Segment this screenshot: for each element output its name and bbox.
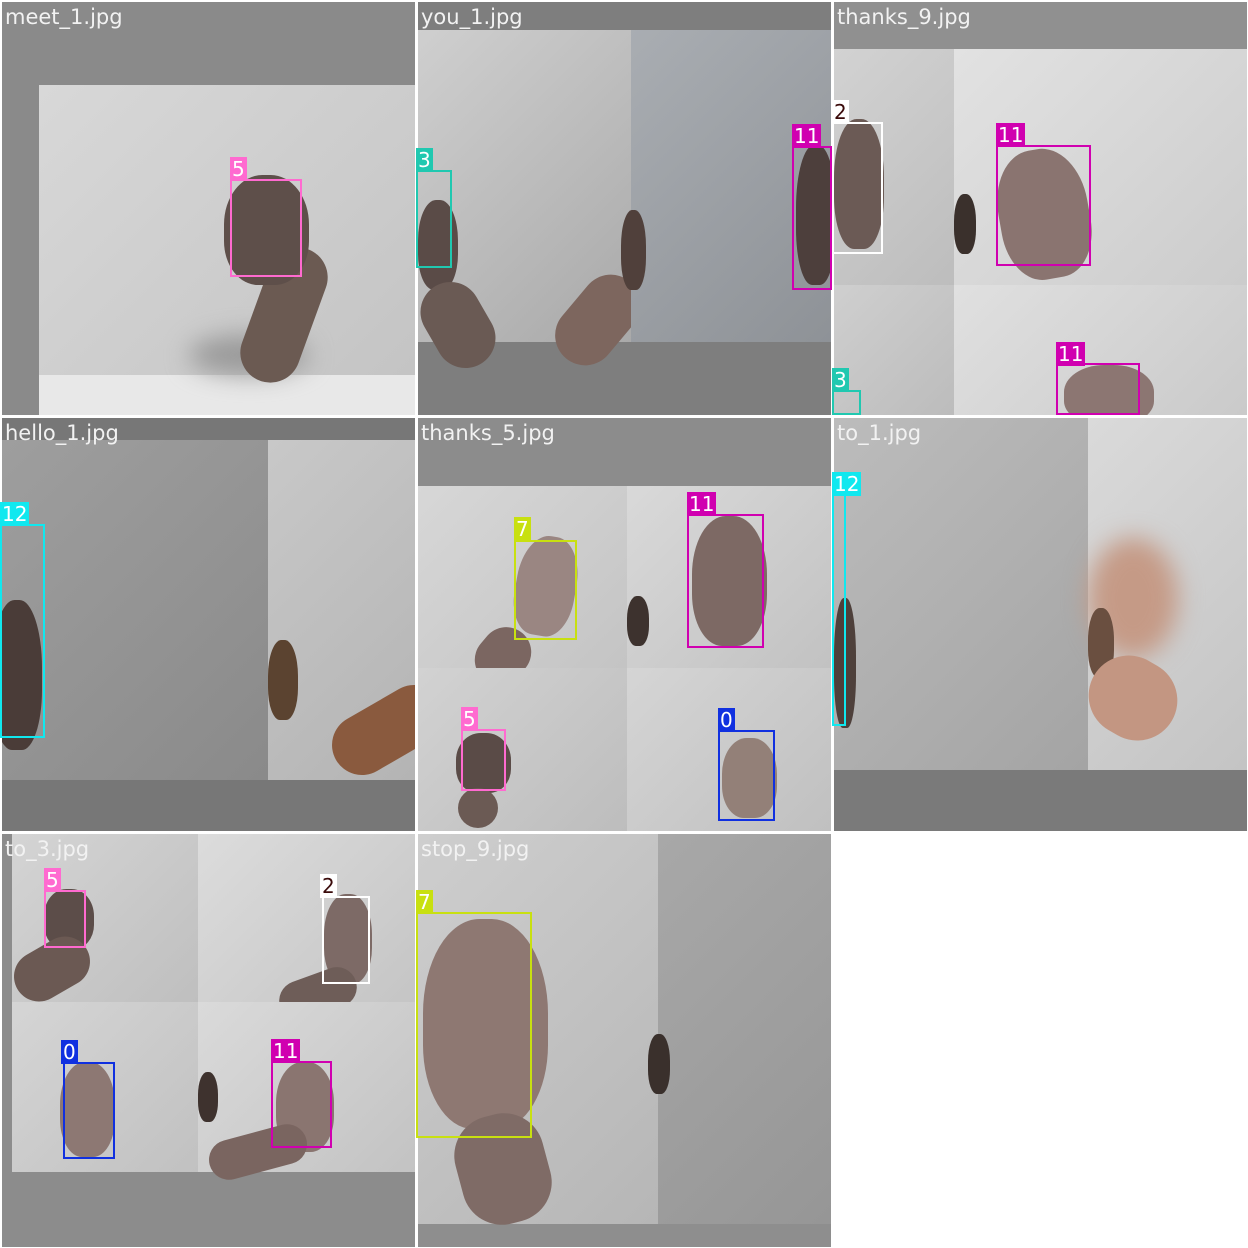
tile-filename: thanks_9.jpg: [837, 5, 971, 29]
tile-filename: stop_9.jpg: [421, 837, 530, 861]
photo: [621, 30, 831, 342]
photo: [627, 486, 831, 668]
photo: [268, 440, 415, 786]
class-tag: 11: [792, 124, 822, 148]
class-tag: 11: [271, 1039, 301, 1063]
bounding-box: [416, 170, 452, 268]
bounding-box: [1056, 363, 1140, 415]
tile-thanks-9: [834, 2, 1247, 415]
class-tag: 5: [230, 157, 247, 181]
tile-to-3: [2, 834, 415, 1247]
class-tag: 12: [832, 472, 862, 496]
class-tag: 12: [0, 502, 30, 526]
bounding-box: [792, 146, 832, 290]
tile-filename: meet_1.jpg: [5, 5, 123, 29]
class-tag: 0: [718, 708, 735, 732]
photo: [954, 285, 1247, 415]
bounding-box: [44, 890, 86, 948]
tile-thanks-5: [418, 418, 831, 831]
photo: [4, 834, 198, 1011]
photo: [418, 486, 627, 696]
bounding-box: [0, 524, 45, 738]
class-tag: 7: [514, 517, 531, 541]
tile-filename: hello_1.jpg: [5, 421, 119, 445]
class-tag: 11: [1056, 342, 1086, 366]
bounding-box: [996, 145, 1091, 266]
bounding-box: [322, 896, 370, 984]
tile-to-1: [834, 418, 1247, 831]
photo: [418, 834, 658, 1234]
class-tag: 0: [61, 1040, 78, 1064]
tile-hello-1: [2, 418, 415, 831]
bounding-box: [832, 122, 883, 254]
class-tag: 3: [416, 148, 433, 172]
tile-filename: thanks_5.jpg: [421, 421, 555, 445]
class-tag: 2: [320, 874, 337, 898]
tile-filename: to_1.jpg: [837, 421, 922, 445]
bounding-box: [832, 494, 846, 726]
bounding-box: [63, 1062, 115, 1159]
class-tag: 5: [461, 707, 478, 731]
photo: [1074, 418, 1247, 770]
tile-filename: to_3.jpg: [5, 837, 90, 861]
photo: [198, 1002, 415, 1185]
bounding-box: [271, 1061, 332, 1148]
bounding-box: [687, 514, 764, 648]
class-tag: 3: [832, 368, 849, 392]
photo: [834, 418, 1088, 770]
tile-you-1: [418, 2, 831, 415]
bounding-box: [718, 730, 775, 821]
photo: [12, 1002, 198, 1172]
photo: [627, 668, 831, 831]
bounding-box: [461, 729, 506, 791]
photo: [834, 49, 954, 285]
class-tag: 7: [416, 890, 433, 914]
photo: [648, 834, 831, 1224]
photo: [834, 285, 954, 415]
tile-stop-9: [418, 834, 831, 1247]
photo: [2, 440, 268, 780]
tile-meet-1: [2, 2, 415, 415]
photo: [954, 49, 1247, 286]
photo: [418, 668, 627, 831]
bounding-box: [832, 390, 861, 415]
bounding-box: [416, 912, 532, 1138]
class-tag: 2: [832, 100, 849, 124]
class-tag: 11: [996, 123, 1026, 147]
bounding-box: [230, 179, 302, 277]
bounding-box: [514, 540, 577, 640]
photo: [198, 834, 415, 1027]
photo: [39, 85, 415, 415]
tile-filename: you_1.jpg: [421, 5, 523, 29]
class-tag: 11: [687, 492, 717, 516]
class-tag: 5: [44, 868, 61, 892]
